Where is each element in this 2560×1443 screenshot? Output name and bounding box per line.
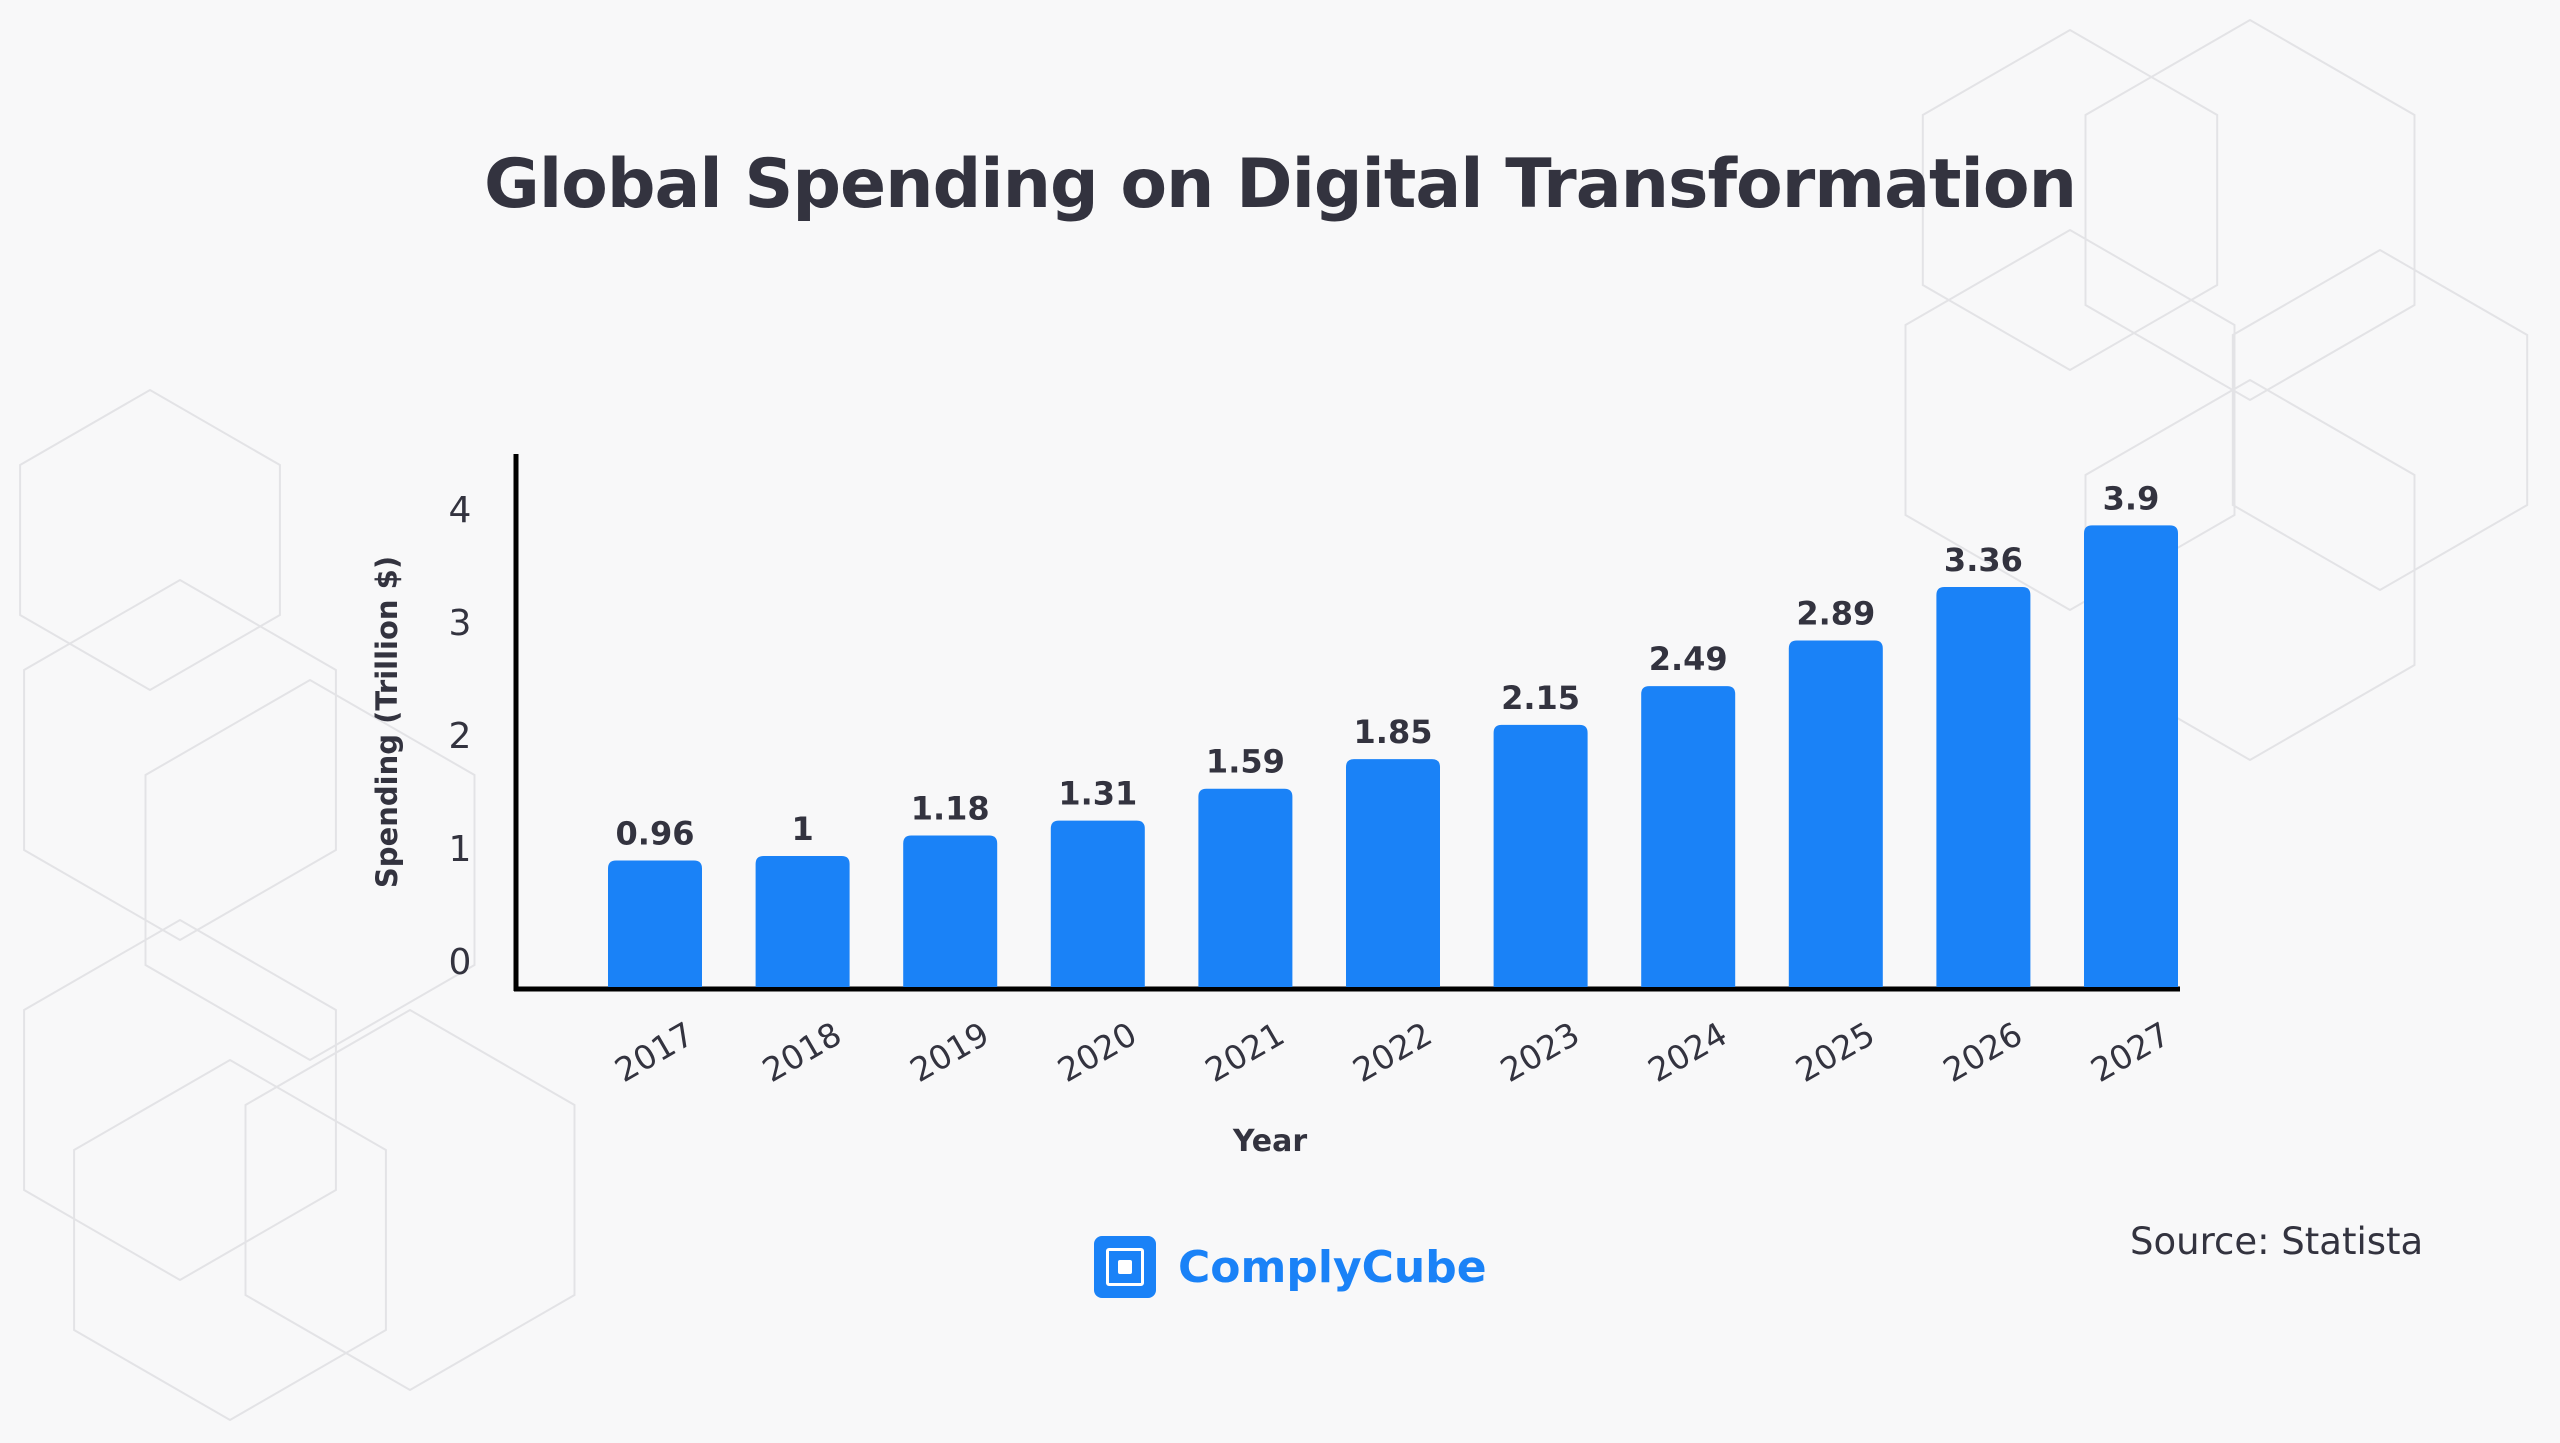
- y-axis-title: Spending (Trillion $): [370, 556, 404, 888]
- data-label: 1.31: [1058, 775, 1137, 813]
- x-tick-label: 2026: [1937, 1014, 2029, 1090]
- data-label: 2.89: [1796, 595, 1875, 633]
- bar-2017: [608, 860, 702, 987]
- data-label: 1.18: [911, 789, 990, 827]
- y-tick-label: 3: [449, 603, 472, 644]
- hexagon-decoration: [19, 388, 281, 692]
- x-tick-label: 2025: [1789, 1014, 1881, 1090]
- bar-2019: [903, 835, 998, 987]
- hexagon-decoration: [244, 1008, 576, 1392]
- x-tick-label: 2017: [608, 1014, 700, 1090]
- x-tick-label: 2020: [1051, 1014, 1143, 1090]
- hexagon-decoration: [144, 678, 476, 1062]
- hexagon-decoration: [2084, 18, 2416, 402]
- y-tick-label: 2: [449, 716, 472, 757]
- bar-2021: [1198, 788, 1293, 987]
- bar-2023: [1493, 724, 1588, 987]
- brand-name: ComplyCube: [1178, 1241, 1487, 1293]
- bar-2025: [1788, 640, 1883, 987]
- data-label: 2.49: [1649, 640, 1728, 678]
- hexagon-decoration: [23, 578, 337, 942]
- hexagon-decoration: [73, 1058, 387, 1422]
- x-tick-label: 2023: [1494, 1014, 1586, 1090]
- bar-2024: [1641, 686, 1736, 987]
- complycube-logo: ComplyCube: [1094, 1236, 1487, 1298]
- source-note: Source: Statista: [2130, 1220, 2424, 1263]
- cube-logo-icon: [1094, 1236, 1156, 1298]
- bar-2022: [1346, 759, 1440, 987]
- y-tick-label: 4: [449, 490, 472, 531]
- bar-2020: [1050, 820, 1145, 987]
- bar-2026: [1936, 586, 2031, 987]
- x-tick-label: 2024: [1641, 1014, 1733, 1090]
- hexagon-decoration: [23, 918, 337, 1282]
- hexagon-decoration: [2231, 248, 2529, 592]
- y-tick-label: 0: [449, 942, 472, 983]
- x-tick-label: 2018: [756, 1014, 848, 1090]
- x-tick-label: 2022: [1346, 1014, 1438, 1090]
- bar-2027: [2084, 525, 2178, 987]
- data-label: 1.59: [1206, 743, 1285, 781]
- data-label: 0.96: [616, 815, 695, 853]
- x-tick-label: 2021: [1199, 1014, 1291, 1090]
- hexagon-decoration: [2084, 378, 2416, 762]
- hexagon-decoration: [1921, 28, 2219, 372]
- bar-2018: [755, 856, 850, 987]
- hexagon-decoration: [1904, 228, 2236, 612]
- data-label: 1.85: [1354, 713, 1433, 751]
- x-tick-label: 2027: [2084, 1014, 2176, 1090]
- page-title: Global Spending on Digital Transformatio…: [484, 145, 2077, 224]
- x-tick-label: 2019: [903, 1014, 995, 1090]
- data-label: 3.36: [1944, 541, 2023, 579]
- data-label: 2.15: [1501, 679, 1580, 717]
- data-label: 1: [791, 810, 813, 848]
- data-label: 3.9: [2103, 479, 2160, 517]
- x-axis-title: Year: [1232, 1124, 1308, 1159]
- y-tick-label: 1: [449, 829, 472, 870]
